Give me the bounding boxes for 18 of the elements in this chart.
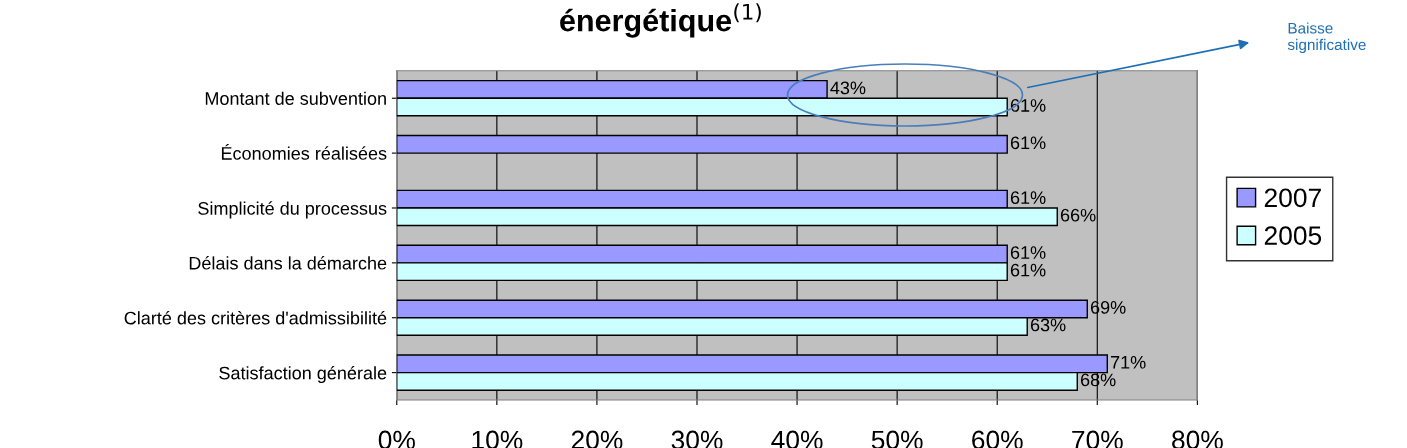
chart-title: énergétique$^{(1)}$ <box>560 3 761 38</box>
data-label: 61% <box>1010 191 1046 205</box>
y-tick-label: Montant de subvention <box>205 91 386 105</box>
y-tick-label: Satisfaction générale <box>219 365 387 384</box>
legend-label: 2007 <box>1264 188 1321 208</box>
text: Baisse significative <box>1287 22 1366 54</box>
data-label: 61% <box>1010 246 1046 259</box>
y-tick-label: Clarté des critères d'admissibilité <box>124 310 387 325</box>
data-label: 66% <box>1060 208 1096 222</box>
data-label: 71% <box>1110 355 1146 369</box>
data-label: 63% <box>1030 318 1066 332</box>
data-label: 43% <box>830 81 866 95</box>
legend-label: 2005 <box>1264 226 1322 245</box>
y-tick-label: Simplicité du processus <box>198 201 387 219</box>
data-label: 61% <box>1010 136 1046 150</box>
data-label: 61% <box>1010 263 1046 277</box>
y-tick-label: Économies réalisées <box>221 143 387 160</box>
y-tick-label: Délais dans la démarche <box>189 256 387 270</box>
